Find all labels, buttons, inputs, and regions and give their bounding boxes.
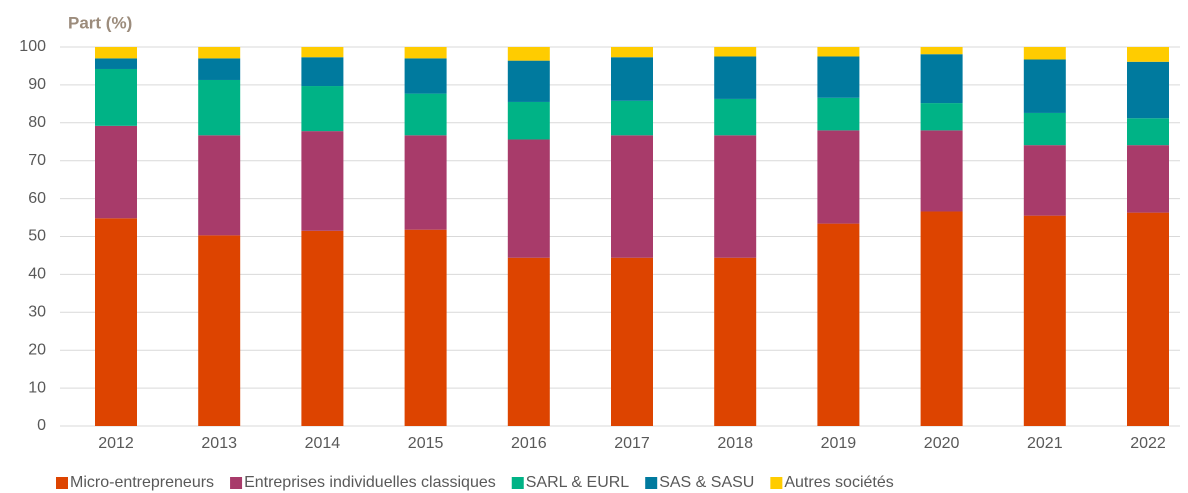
x-tick-label: 2015 [408,435,444,452]
bar-segment [198,47,241,59]
bar-segment [611,135,653,258]
y-tick-label: 30 [28,304,46,321]
bar-segment [507,257,550,426]
x-tick-label: 2018 [717,435,753,452]
legend-label: Micro-entrepreneurs [70,474,214,491]
bar-segment [301,47,344,58]
bar-segment [404,47,447,59]
bar-segment [920,130,963,212]
y-tick-label: 20 [28,341,46,358]
bar-segment [611,47,653,58]
bar-segment [301,86,344,132]
y-tick-label: 60 [28,190,46,207]
legend-swatch [645,477,658,489]
bar-segment [817,223,860,426]
bar-segment [817,47,860,57]
bar-segment [714,98,757,136]
bar-segment [817,97,860,131]
bar-segment [507,101,550,140]
legend-label: SARL & EURL [526,474,630,491]
bar-segment [507,60,550,102]
bar-segment [1127,145,1169,213]
bar-segment [95,218,137,426]
y-tick-label: 0 [37,417,46,434]
bar-segment [507,47,550,61]
bar-segment [817,130,860,224]
x-tick-label: 2013 [201,435,237,452]
x-tick-label: 2017 [614,435,650,452]
bar-segment [714,47,757,57]
legend-swatch [511,477,524,489]
x-tick-label: 2022 [1130,435,1166,452]
bar-segment [1023,145,1066,216]
legend-label: Autres sociétés [784,474,893,491]
legend-swatch [56,477,68,489]
y-tick-label: 10 [28,379,46,396]
bar-segment [95,125,137,219]
x-tick-label: 2016 [511,435,547,452]
y-tick-label: 70 [28,152,46,169]
bar-segment [404,93,447,136]
bar-segment [920,103,963,131]
bar-segment [714,135,757,258]
bar-segment [198,58,241,80]
bar-segment [198,135,241,236]
bar-segment [714,56,757,99]
bar-segment [1023,47,1066,60]
bar-segment [611,57,653,101]
bar-segment [404,229,447,426]
bar-segment [1127,212,1169,426]
y-axis-label: Part (%) [68,13,132,32]
bar-segment [95,58,137,69]
bar-segment [1127,47,1169,62]
y-tick-label: 90 [28,76,46,93]
y-tick-label: 100 [19,38,46,55]
bar-segment [1127,61,1169,119]
bar-segment [920,47,963,55]
bar-segment [301,230,344,426]
bar-segment [404,135,447,230]
bar-segment [507,139,550,258]
legend-label: Entreprises individuelles classiques [244,474,496,491]
bar-segment [301,57,344,87]
x-tick-label: 2020 [924,435,960,452]
x-tick-label: 2014 [305,435,341,452]
bar-segment [1023,215,1066,426]
x-tick-label: 2021 [1027,435,1063,452]
bar-segment [611,257,653,426]
bar-segment [1023,112,1066,146]
bar-segment [1023,59,1066,113]
bar-segment [920,211,963,426]
bar-segment [920,54,963,104]
bar-segment [611,100,653,136]
bar-segment [1127,118,1169,146]
bar-segment [95,68,137,126]
y-tick-label: 50 [28,228,46,245]
y-tick-label: 80 [28,114,46,131]
legend-swatch [230,477,243,489]
bar-segment [301,131,344,231]
legend-swatch [770,477,783,489]
bar-segment [95,47,137,59]
bar-segment [404,58,447,94]
bar-segment [817,56,860,98]
bar-segment [714,257,757,426]
legend-label: SAS & SASU [659,474,754,491]
x-tick-label: 2012 [98,435,134,452]
bar-segment [198,79,241,136]
x-tick-label: 2019 [821,435,857,452]
bar-segment [198,235,241,426]
y-tick-label: 40 [28,266,46,283]
